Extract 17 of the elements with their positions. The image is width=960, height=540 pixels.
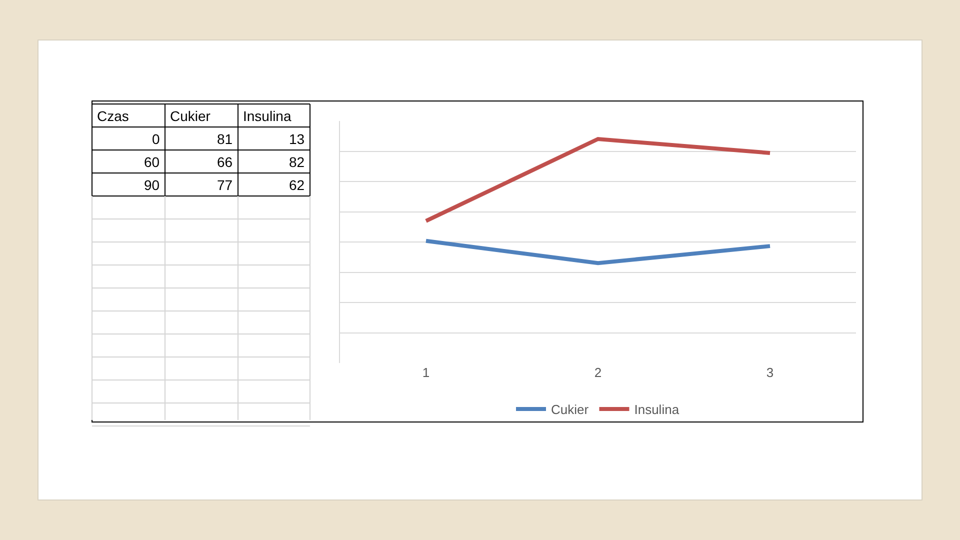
text: 82	[289, 154, 305, 170]
text: 77	[217, 177, 233, 193]
legend-label: Cukier	[551, 402, 590, 418]
text: 13	[289, 131, 305, 147]
text: 60	[144, 154, 160, 170]
category-label: Cukier	[170, 108, 211, 124]
category-label: Insulina	[243, 108, 292, 124]
text: 66	[217, 154, 233, 170]
text: 90	[144, 177, 160, 193]
x-tick-label: 3	[766, 365, 774, 380]
x-tick-label: 1	[422, 365, 430, 380]
text: 62	[289, 177, 305, 193]
text: 81	[217, 131, 233, 147]
category-label: Czas	[97, 108, 129, 124]
text: 0	[152, 131, 160, 147]
x-tick-label: 2	[594, 365, 602, 380]
legend-label: Insulina	[634, 402, 680, 418]
